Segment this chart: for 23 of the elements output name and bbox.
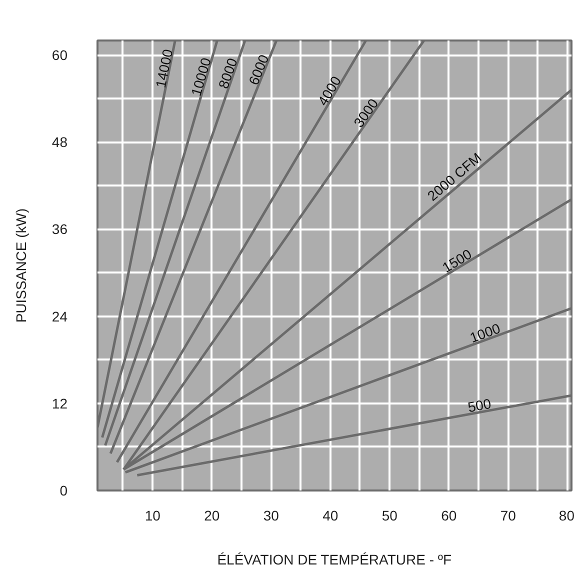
- text: 8000: [215, 56, 240, 91]
- x-axis-title: ÉLÉVATION DE TEMPÉRATURE - ºF: [217, 552, 452, 568]
- text: 500: [466, 395, 493, 416]
- y-tick-label: 12: [52, 395, 68, 412]
- y-tick-label: 24: [52, 308, 68, 324]
- x-tick-label: 70: [500, 508, 516, 524]
- x-tick-label: 50: [382, 508, 398, 524]
- y-tick-label: 48: [52, 134, 68, 150]
- text: 1000: [468, 320, 503, 346]
- text: 6000: [245, 52, 272, 88]
- text: 10000: [188, 56, 214, 98]
- text: 14000: [152, 48, 176, 90]
- y-axis-title: PUISSANCE (kW): [12, 208, 29, 323]
- x-tick-label: 20: [204, 508, 220, 524]
- x-tick-label: 60: [441, 508, 457, 524]
- y-tick-label: 36: [52, 221, 68, 238]
- y-tick-label: 60: [52, 47, 68, 64]
- x-tick-label: 10: [144, 508, 161, 524]
- y-tick-label: 0: [60, 482, 68, 498]
- x-tick-label: 80: [558, 508, 574, 524]
- x-tick-label: 40: [322, 508, 338, 524]
- text: 1500: [439, 246, 475, 276]
- x-tick-label: 30: [263, 508, 280, 524]
